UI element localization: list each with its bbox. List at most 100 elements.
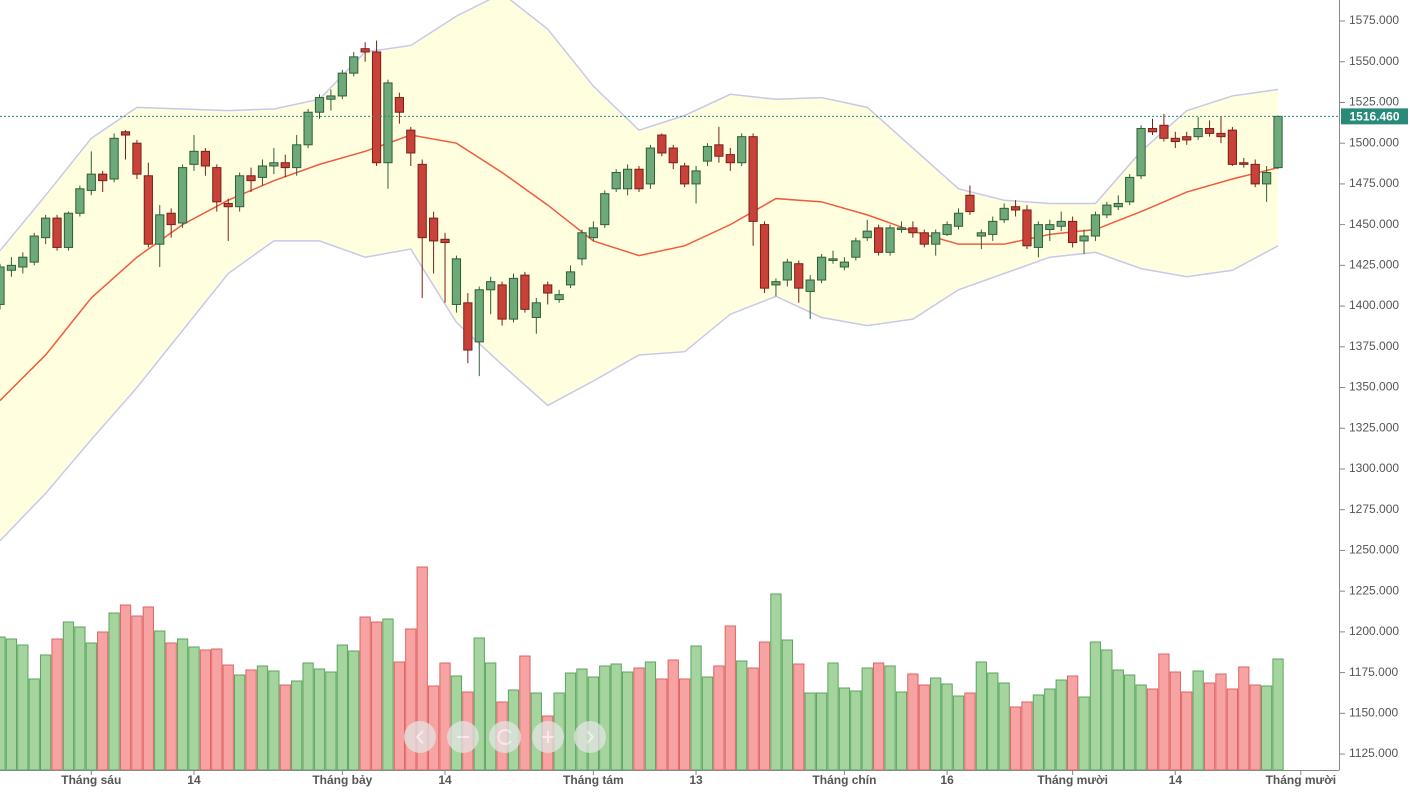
volume-bar (770, 593, 782, 770)
candle-body (885, 227, 895, 253)
candle-body (212, 167, 222, 203)
candle-body (0, 266, 5, 305)
candle-body (543, 284, 553, 294)
moving-average (0, 134, 1279, 402)
volume-bar (838, 687, 851, 770)
volume-bar (1135, 684, 1147, 770)
candle-body (714, 144, 724, 157)
candle-body (1079, 235, 1089, 242)
volume-bar (1181, 691, 1193, 770)
candle-body (748, 136, 758, 222)
candle-body (326, 95, 336, 100)
volume-bar (1192, 670, 1204, 770)
volume-bar (644, 661, 657, 770)
volume-bar (51, 638, 63, 770)
volume-bar (987, 672, 999, 770)
candle-body (360, 48, 370, 53)
candle-body (976, 232, 986, 237)
candle-body (86, 173, 96, 191)
x-tick-label: Tháng mười (1266, 773, 1337, 787)
candle-body (1273, 115, 1283, 169)
candle-body (520, 274, 530, 310)
candle-body (794, 263, 804, 289)
candle-body (1159, 124, 1169, 139)
volume-bar (1009, 706, 1022, 770)
volume-bar (74, 626, 86, 770)
candle-body (965, 194, 975, 213)
volume-bar (416, 566, 428, 770)
candle-body (6, 264, 17, 271)
zoom-out-button[interactable] (447, 721, 479, 753)
candle-body (1216, 132, 1226, 138)
candle-body (953, 212, 964, 227)
candle-body (18, 256, 28, 268)
volume-bar (758, 641, 771, 770)
volume-bar (28, 678, 40, 770)
volume-bar (359, 616, 371, 770)
volume-bar (245, 669, 257, 770)
candle-body (314, 97, 325, 113)
y-tick-label: 1575.000 (1349, 13, 1399, 27)
candle-body (759, 224, 770, 289)
candle-body (177, 167, 188, 224)
candle-body (1136, 128, 1146, 177)
volume-bar (724, 625, 736, 770)
candle-body (371, 51, 382, 164)
scroll-left-button[interactable] (404, 721, 436, 753)
candle-body (1068, 220, 1078, 244)
candle-body (337, 72, 347, 97)
scroll-right-button[interactable] (574, 721, 606, 753)
candle-body (41, 217, 51, 239)
volume-bar (804, 692, 816, 770)
last-price-label: 1516.460 (1349, 110, 1399, 124)
zoom-in-button[interactable] (532, 721, 564, 753)
volume-bar (485, 662, 497, 770)
candle-body (406, 129, 416, 154)
candle-body (691, 170, 701, 185)
candle-body (988, 220, 998, 235)
x-tick-label: 14 (1169, 773, 1183, 787)
volume-bar (382, 618, 394, 770)
volume-bar (1112, 669, 1124, 770)
candle-body (280, 162, 290, 169)
candle-body (451, 258, 462, 305)
volume-bar (793, 663, 805, 770)
volume-bar (656, 678, 668, 770)
volume-bar (154, 630, 166, 770)
volume-bar (142, 606, 154, 770)
volume-bar (233, 674, 246, 770)
volume-bar (291, 680, 303, 770)
volume-bar (1260, 685, 1273, 770)
volume-bar (975, 661, 987, 770)
x-tick-label: Tháng mười (1037, 773, 1108, 787)
last-price-box (1341, 108, 1408, 125)
volume-bar (40, 654, 52, 770)
volume-bar (176, 638, 189, 770)
candle-body (383, 82, 393, 164)
band-fill (0, 0, 1279, 541)
candle-body (463, 302, 473, 351)
y-tick-label: 1475.000 (1349, 176, 1399, 190)
candle-body (782, 261, 792, 281)
volume-bar (873, 662, 885, 770)
candle-body (257, 165, 268, 178)
y-tick-label: 1200.000 (1349, 624, 1399, 638)
volume-bar (1169, 671, 1181, 770)
x-tick-label: Tháng sáu (61, 773, 121, 787)
volume-bar (302, 662, 314, 770)
candle-body (919, 232, 929, 245)
candle-body (155, 214, 165, 245)
candle-body (737, 136, 747, 164)
reset-button[interactable] (489, 721, 521, 753)
y-tick-label: 1425.000 (1349, 258, 1399, 272)
candle-body (862, 230, 872, 239)
candle-body (292, 144, 302, 169)
candle-body (531, 302, 541, 318)
candle-body (634, 168, 644, 190)
volume-bar (1066, 675, 1079, 770)
volume-bar (393, 661, 406, 770)
candle-body (1102, 204, 1112, 216)
candle-body (839, 261, 850, 268)
x-tick-label: 13 (689, 773, 703, 787)
